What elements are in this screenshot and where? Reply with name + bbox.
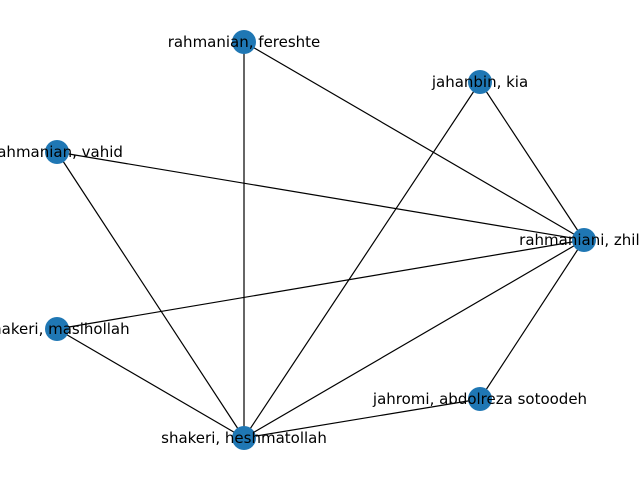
node-zhila — [572, 228, 596, 252]
nodes-layer — [45, 30, 596, 450]
edge-vahid-heshmatollah — [56, 151, 245, 439]
node-kia — [468, 70, 492, 94]
edges-layer — [56, 41, 585, 439]
node-masihollah — [45, 317, 69, 341]
node-label-abdolreza: jahromi, abdolreza sotoodeh — [372, 390, 587, 408]
node-label-vahid: rahmanian, vahid — [0, 143, 123, 161]
node-abdolreza — [468, 387, 492, 411]
edge-fereshte-zhila — [243, 41, 585, 241]
node-label-fereshte: rahmanian, fereshte — [168, 33, 321, 51]
node-fereshte — [232, 30, 256, 54]
node-label-kia: jahanbin, kia — [431, 73, 528, 91]
edge-abdolreza-heshmatollah — [243, 398, 481, 439]
edge-masihollah-heshmatollah — [56, 328, 245, 439]
edge-masihollah-zhila — [56, 239, 585, 330]
edge-kia-zhila — [479, 81, 585, 241]
edge-zhila-heshmatollah — [243, 239, 585, 439]
node-label-zhila: rahmaniani, zhila — [519, 231, 640, 249]
node-label-masihollah: shakeri, masihollah — [0, 320, 130, 338]
node-label-heshmatollah: shakeri, heshmatollah — [161, 429, 327, 447]
node-vahid — [45, 140, 69, 164]
edge-vahid-zhila — [56, 151, 585, 241]
edge-zhila-abdolreza — [479, 239, 585, 400]
edge-kia-heshmatollah — [243, 81, 481, 439]
node-heshmatollah — [232, 426, 256, 450]
labels-layer: rahmanian, fereshte jahanbin, kia rahmania… — [0, 33, 640, 447]
